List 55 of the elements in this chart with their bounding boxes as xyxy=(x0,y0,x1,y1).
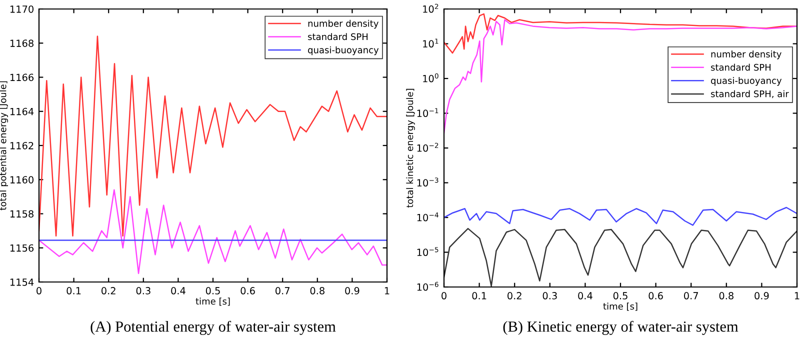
x-tick-label: 0.5 xyxy=(613,292,628,300)
x-axis-title: time [s] xyxy=(196,298,230,306)
line-series xyxy=(444,19,797,134)
x-tick-label: 0.8 xyxy=(310,287,324,294)
x-tick-label: 0.2 xyxy=(508,292,522,300)
legend-label: number density xyxy=(308,20,378,29)
legend-label: quasi-buoyancy xyxy=(711,76,782,86)
y-tick-label: 1156 xyxy=(10,244,34,252)
x-tick-label: 0.6 xyxy=(648,292,663,300)
x-tick-label: 0.7 xyxy=(684,292,698,300)
y-tick-label: 10$^{−2}$ xyxy=(417,142,438,152)
x-tick-label: 0.1 xyxy=(66,287,81,294)
y-tick-label: 10$^{1}$ xyxy=(423,38,438,48)
x-tick-label: 0.8 xyxy=(719,292,734,300)
y-tick-label: 1170 xyxy=(10,5,34,13)
y-tick-label: 10$^{−3}$ xyxy=(417,178,438,187)
x-tick-label: 0 xyxy=(36,287,42,294)
legend-label: quasi-buoyancy xyxy=(308,46,379,56)
text: (A) Potential energy of water-air system xyxy=(90,320,336,335)
y-axis-title: total kinetic energy [Joule] xyxy=(406,88,415,208)
x-tick-label: 0.1 xyxy=(472,292,486,300)
y-tick-label: 10$^{−4}$ xyxy=(417,212,438,222)
x-tick-label: 0.4 xyxy=(578,292,592,300)
x-tick-label: 0.9 xyxy=(754,292,769,300)
x-tick-label: 0 xyxy=(442,292,446,300)
y-tick-label: 1158 xyxy=(10,210,34,218)
x-tick-label: 0.7 xyxy=(276,287,290,294)
y-tick-label: 1154 xyxy=(10,278,34,286)
x-tick-label: 0.3 xyxy=(136,287,150,294)
legend-label: standard SPH xyxy=(308,33,368,40)
x-tick-label: 0.3 xyxy=(542,292,557,300)
y-tick-label: 10$^{−5}$ xyxy=(417,247,438,256)
y-tick-label: 1166 xyxy=(10,74,34,82)
y-tick-label: 10$^{−6}$ xyxy=(417,282,438,291)
x-axis-title: time [s] xyxy=(603,302,638,311)
x-tick-label: 1 xyxy=(794,292,800,300)
legend-label: standard SPH, air xyxy=(711,90,789,98)
y-tick-label: 10$^{2}$ xyxy=(423,4,438,13)
line-series xyxy=(444,206,797,226)
y-tick-label: 1160 xyxy=(10,176,34,184)
x-tick-label: 0.2 xyxy=(102,287,116,294)
x-tick-label: 0.4 xyxy=(171,287,186,294)
text: (B) Kinetic energy of water-air system xyxy=(503,320,738,335)
x-tick-label: 0.5 xyxy=(206,287,220,294)
y-tick-label: 10$^{−1}$ xyxy=(417,108,438,118)
x-tick-label: 1 xyxy=(384,287,390,294)
y-tick-label: 10$^{0}$ xyxy=(423,73,438,82)
x-tick-label: 0.9 xyxy=(345,287,360,294)
y-tick-label: 1164 xyxy=(10,108,34,116)
y-tick-label: 1162 xyxy=(10,142,34,150)
legend-label: number density xyxy=(711,50,782,60)
x-tick-label: 0.6 xyxy=(240,287,255,294)
y-tick-label: 1168 xyxy=(10,40,34,47)
legend-label: standard SPH xyxy=(711,64,770,71)
line-series xyxy=(39,189,387,274)
